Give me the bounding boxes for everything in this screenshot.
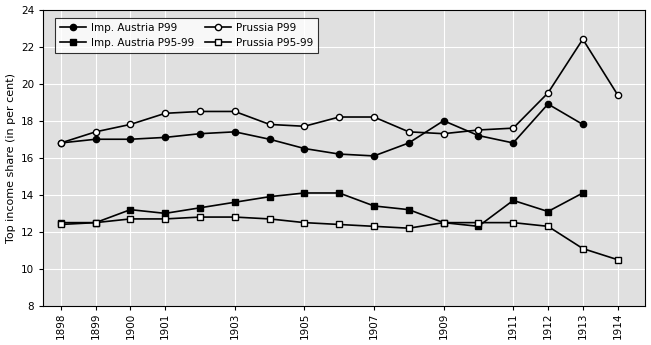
Imp. Austria P99 (544, 102, 552, 106)
Prussia P95-99 (196, 215, 204, 219)
Imp. Austria P95-99 (161, 211, 169, 215)
Prussia P99 (544, 91, 552, 95)
Prussia P99 (405, 130, 413, 134)
Imp. Austria P99 (579, 122, 587, 127)
Imp. Austria P99 (266, 137, 273, 141)
Imp. Austria P95-99 (544, 209, 552, 214)
Y-axis label: Top income share (in per cent): Top income share (in per cent) (6, 73, 16, 243)
Prussia P99 (231, 109, 239, 114)
Line: Prussia P95-99: Prussia P95-99 (58, 214, 621, 263)
Prussia P99 (370, 115, 378, 119)
Imp. Austria P99 (196, 132, 204, 136)
Imp. Austria P95-99 (266, 195, 273, 199)
Prussia P95-99 (370, 224, 378, 228)
Line: Imp. Austria P95-99: Imp. Austria P95-99 (58, 190, 586, 229)
Prussia P95-99 (439, 220, 447, 225)
Imp. Austria P99 (439, 119, 447, 123)
Line: Imp. Austria P99: Imp. Austria P99 (58, 101, 586, 159)
Legend: Imp. Austria P99, Imp. Austria P95-99, Prussia P99, Prussia P95-99: Imp. Austria P99, Imp. Austria P95-99, P… (55, 18, 318, 53)
Prussia P95-99 (231, 215, 239, 219)
Prussia P95-99 (579, 246, 587, 250)
Imp. Austria P95-99 (126, 208, 134, 212)
Prussia P99 (92, 130, 100, 134)
Imp. Austria P99 (509, 141, 517, 145)
Imp. Austria P99 (301, 146, 309, 150)
Imp. Austria P99 (161, 135, 169, 139)
Prussia P99 (335, 115, 343, 119)
Prussia P95-99 (57, 223, 64, 227)
Imp. Austria P99 (370, 154, 378, 158)
Imp. Austria P95-99 (231, 200, 239, 204)
Imp. Austria P99 (475, 134, 482, 138)
Prussia P99 (57, 141, 64, 145)
Imp. Austria P95-99 (405, 208, 413, 212)
Prussia P99 (475, 128, 482, 132)
Prussia P95-99 (335, 223, 343, 227)
Prussia P99 (579, 37, 587, 41)
Imp. Austria P95-99 (439, 220, 447, 225)
Imp. Austria P99 (231, 130, 239, 134)
Imp. Austria P95-99 (301, 191, 309, 195)
Imp. Austria P95-99 (475, 224, 482, 228)
Prussia P99 (196, 109, 204, 114)
Prussia P95-99 (405, 226, 413, 230)
Imp. Austria P99 (335, 152, 343, 156)
Imp. Austria P99 (92, 137, 100, 141)
Prussia P95-99 (509, 220, 517, 225)
Prussia P95-99 (92, 220, 100, 225)
Imp. Austria P95-99 (335, 191, 343, 195)
Prussia P95-99 (301, 220, 309, 225)
Imp. Austria P95-99 (370, 204, 378, 208)
Prussia P95-99 (126, 217, 134, 221)
Prussia P99 (301, 124, 309, 128)
Imp. Austria P99 (405, 141, 413, 145)
Imp. Austria P95-99 (196, 206, 204, 210)
Prussia P99 (509, 126, 517, 130)
Prussia P99 (439, 132, 447, 136)
Imp. Austria P95-99 (579, 191, 587, 195)
Prussia P99 (614, 93, 622, 97)
Prussia P95-99 (266, 217, 273, 221)
Imp. Austria P95-99 (57, 220, 64, 225)
Prussia P95-99 (475, 220, 482, 225)
Imp. Austria P95-99 (92, 220, 100, 225)
Prussia P95-99 (614, 258, 622, 262)
Imp. Austria P99 (57, 141, 64, 145)
Prussia P99 (161, 111, 169, 115)
Imp. Austria P99 (126, 137, 134, 141)
Prussia P95-99 (544, 224, 552, 228)
Prussia P95-99 (161, 217, 169, 221)
Prussia P99 (126, 122, 134, 127)
Imp. Austria P95-99 (509, 198, 517, 203)
Prussia P99 (266, 122, 273, 127)
Line: Prussia P99: Prussia P99 (58, 36, 621, 146)
